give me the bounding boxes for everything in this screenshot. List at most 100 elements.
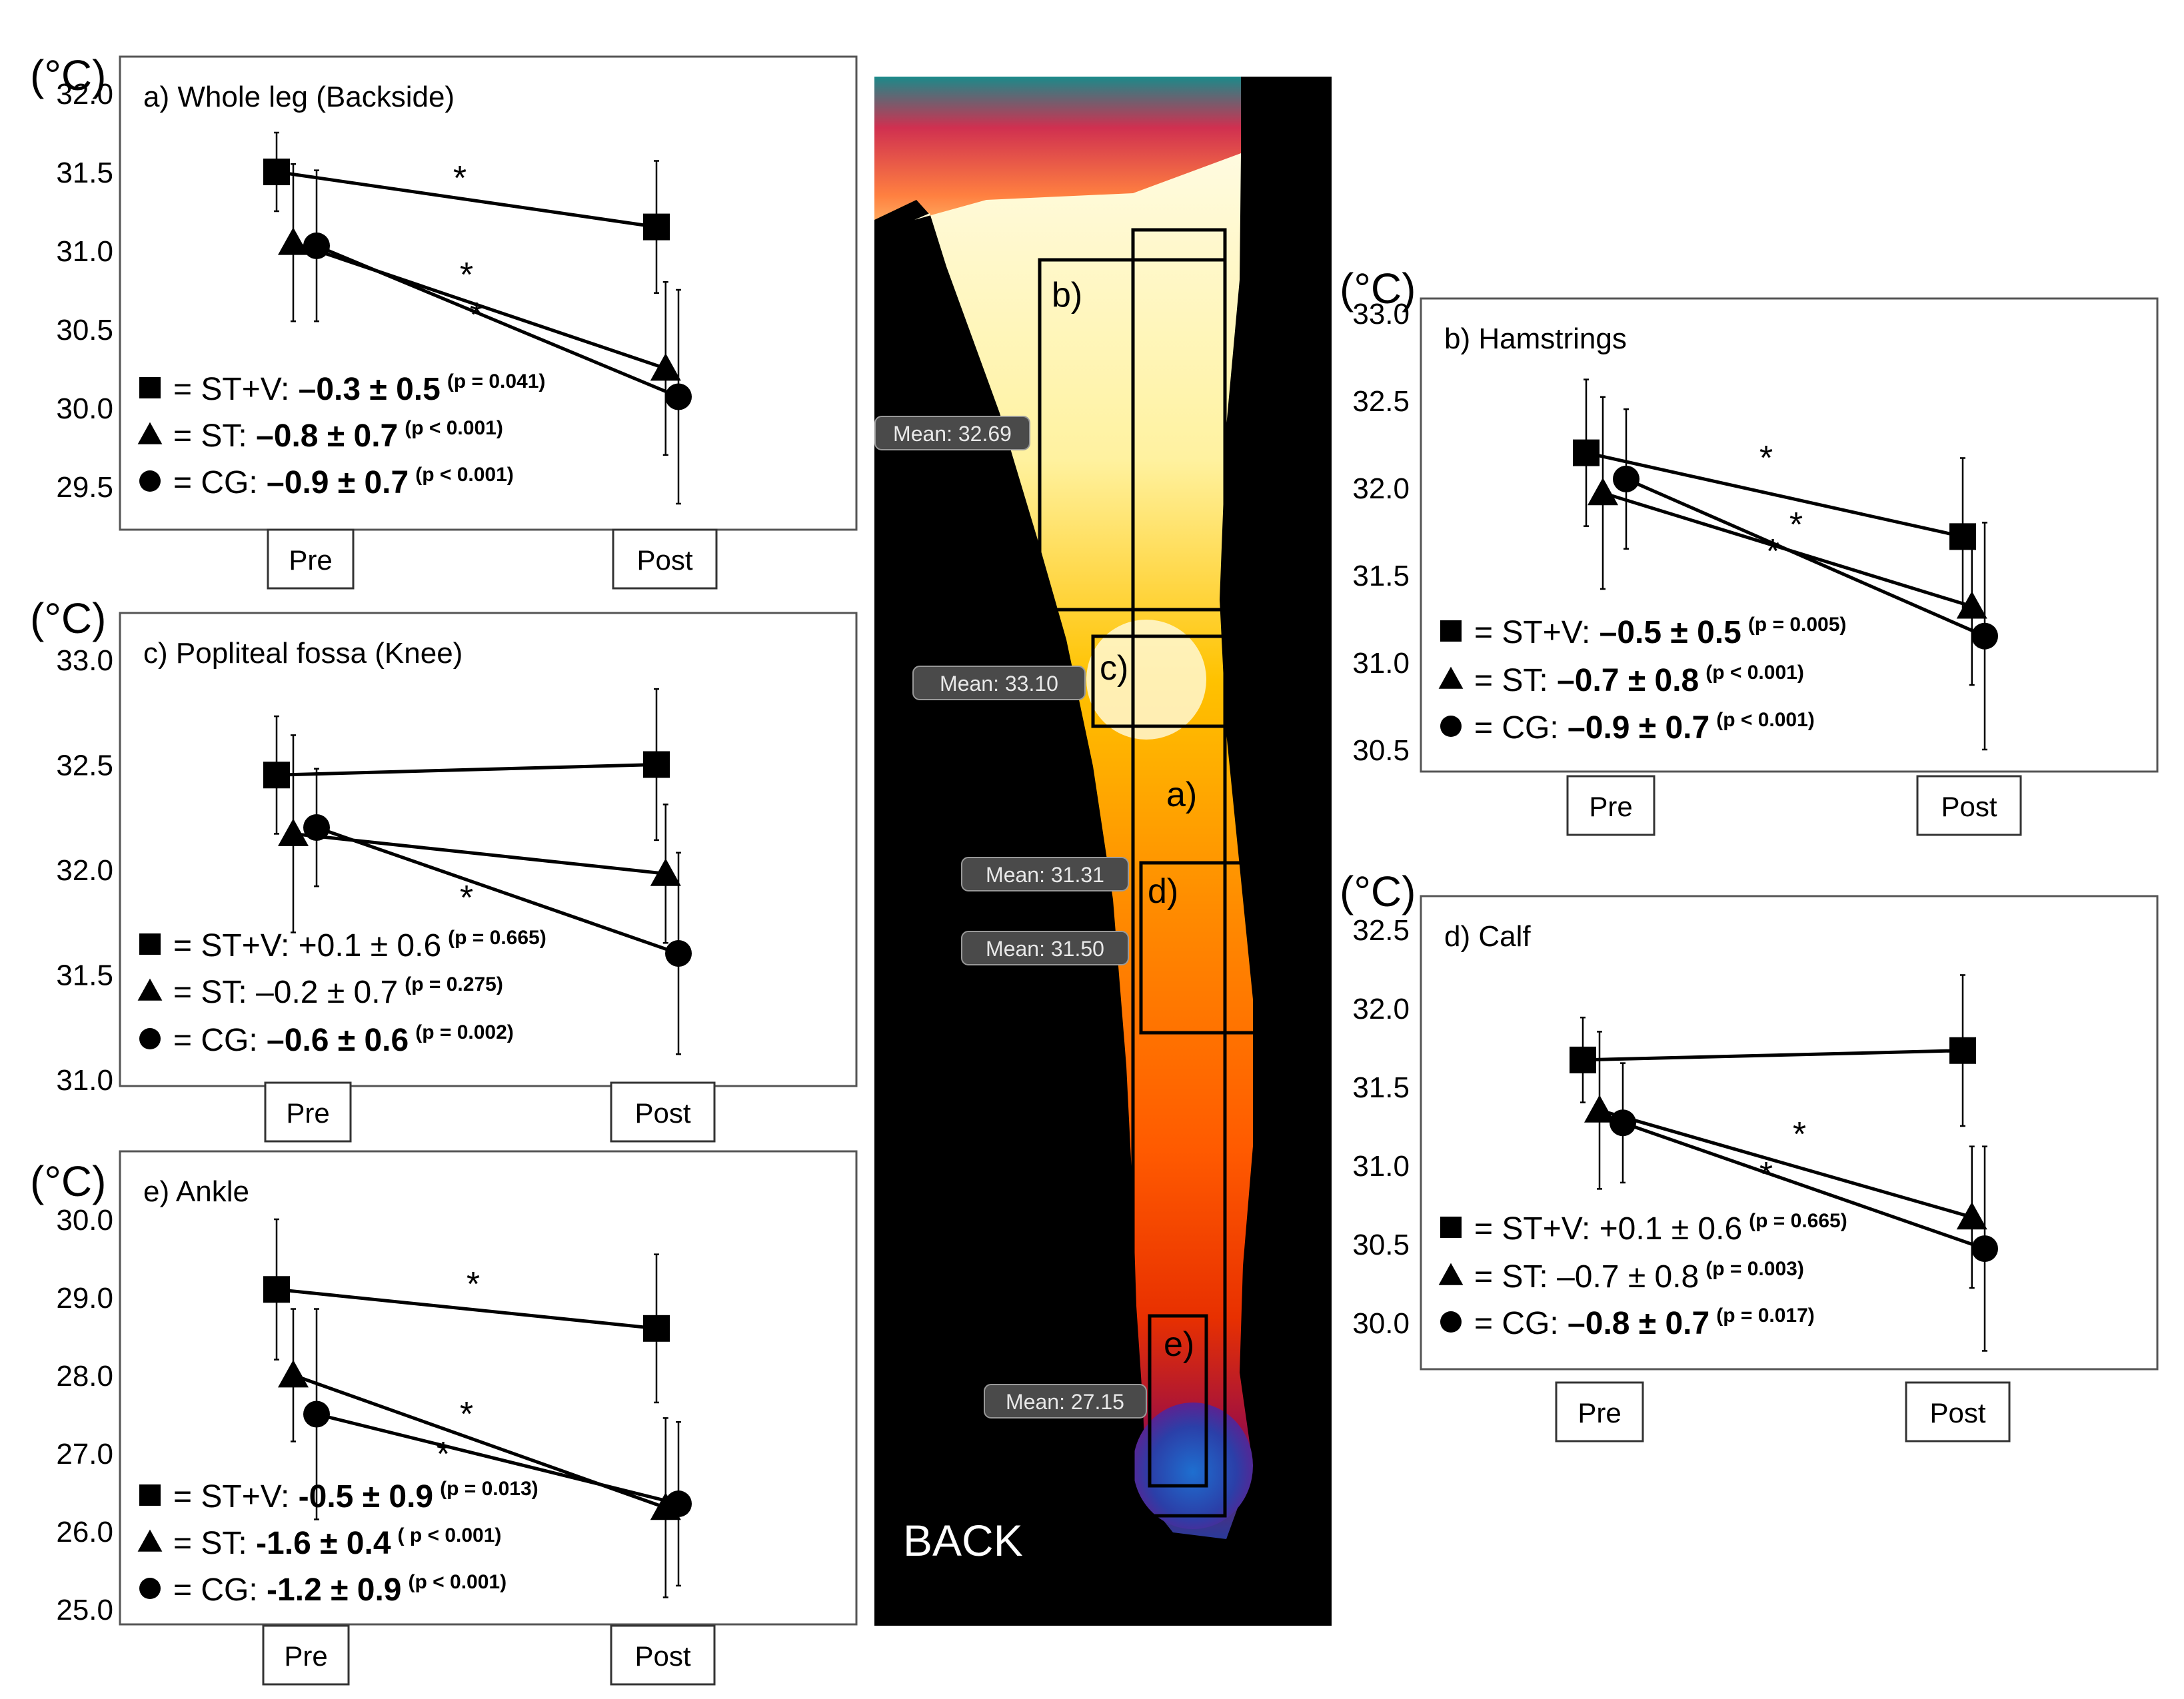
legend-label: = ST+V:: [1474, 1211, 1600, 1247]
category-box-pre: [1566, 775, 1655, 836]
legend-value: –0.9 ± 0.7: [1568, 710, 1709, 746]
legend-entry: = ST+V: –0.3 ± 0.5 (p = 0.041): [173, 370, 545, 407]
series-cg: [303, 768, 692, 1055]
panel-a-whole-leg: (°C) 29.5 30.0 30.5 31.0 31.5 32.0 a) Whole leg…: [30, 51, 858, 590]
roi-c: [1091, 634, 1247, 728]
series-stplusv: [1573, 378, 1976, 616]
legend-marker: [1440, 1311, 1462, 1333]
legend-p-value: (p = 0.013): [440, 1478, 539, 1500]
y-tick-label: 30.5: [1352, 734, 1410, 767]
legend-p-value: (p = 0.005): [1748, 614, 1847, 636]
legend-p-value: (p = 0.041): [447, 370, 546, 392]
significance-asterisk: *: [453, 159, 467, 198]
legend-value: –0.3 ± 0.5: [299, 372, 441, 407]
legend-marker: [1440, 620, 1462, 642]
knee-hotspot: [1086, 620, 1206, 740]
legend-entry: = ST: –0.7 ± 0.8 (p < 0.001): [1474, 662, 1804, 698]
panel-b-hamstrings: (°C) 30.5 31.0 31.5 32.0 32.5 33.0 b) Hamstring…: [1340, 265, 2159, 836]
x-tick-label: Post: [636, 544, 692, 576]
data-point-post: [1956, 591, 1987, 619]
view-label: BACK: [903, 1516, 1023, 1565]
significance-asterisk: *: [1759, 1155, 1773, 1194]
series-cg: [303, 169, 692, 505]
y-tick-label: 32.0: [56, 854, 113, 887]
legend-label: = ST:: [173, 1526, 256, 1561]
y-tick-label: 31.0: [56, 235, 113, 268]
x-tick-label: Pre: [1578, 1397, 1621, 1428]
plot-frame: [119, 55, 858, 531]
legend-entry: = ST+V: +0.1 ± 0.6 (p = 0.665): [173, 927, 546, 963]
data-point-post: [643, 213, 670, 241]
x-tick-label: Pre: [289, 544, 332, 576]
plot-frame: [119, 612, 858, 1087]
series-line: [316, 826, 679, 955]
roi-a: [1131, 228, 1227, 1518]
mean-label-e-text: Mean: 27.15: [1006, 1390, 1124, 1414]
legend-value: –0.6 ± 0.6: [267, 1023, 409, 1058]
legend-value: +0.1 ± 0.6: [1600, 1211, 1743, 1247]
legend-marker: [139, 470, 161, 492]
data-point-pre: [1588, 477, 1618, 506]
x-tick-label: Post: [634, 1640, 690, 1672]
plot-frame: [119, 1150, 858, 1626]
series-stplusv: [263, 1218, 670, 1404]
y-tick-label: 32.0: [1352, 993, 1410, 1025]
significance-asterisk: *: [470, 296, 483, 334]
significance-asterisk: *: [1759, 439, 1773, 478]
series-cg: [1610, 1062, 1998, 1352]
legend-p-value: (p < 0.001): [1705, 662, 1804, 684]
panel-title: e) Ankle: [143, 1175, 249, 1208]
data-point-post: [643, 751, 670, 778]
data-point-pre: [278, 818, 309, 846]
mean-label-d: Mean: 31.50: [961, 931, 1129, 965]
category-box-post: [610, 1624, 716, 1686]
y-axis-label: (°C): [30, 594, 106, 642]
panel-e-ankle: (°C) 25.0 26.0 27.0 28.0 29.0 30.0 e) Ankle * = S…: [30, 1150, 858, 1686]
series-line: [316, 244, 679, 398]
legend-p-value: (p = 0.003): [1705, 1258, 1804, 1280]
roi-label-e: e): [1164, 1325, 1194, 1364]
legend-marker: [1440, 716, 1462, 737]
legend-value: –0.9 ± 0.7: [267, 465, 409, 500]
legend-entry: = ST: –0.2 ± 0.7 (p = 0.275): [173, 973, 503, 1010]
mean-label-d-text: Mean: 31.50: [986, 937, 1104, 961]
mean-label-b: Mean: 32.69: [874, 416, 1030, 450]
y-tick-label: 32.5: [1352, 385, 1410, 418]
roi-label-c: c): [1100, 649, 1128, 688]
category-box-post: [612, 528, 718, 590]
panel-d-calf: (°C) 30.0 30.5 31.0 31.5 32.0 32.5 d) Calf = ST+…: [1340, 867, 2159, 1442]
x-tick-label: Pre: [284, 1640, 327, 1672]
y-tick-label: 30.0: [56, 1204, 113, 1237]
legend-label: = ST:: [1474, 663, 1557, 698]
legend-label: = ST:: [173, 418, 256, 454]
data-point-post: [650, 353, 681, 381]
significance-asterisk: *: [1766, 532, 1779, 571]
y-tick-label: 30.5: [1352, 1229, 1410, 1261]
series-st: [1584, 1031, 1987, 1289]
legend-value: –0.7 ± 0.8: [1557, 1259, 1699, 1295]
data-point-pre: [303, 232, 330, 259]
legend-label: = ST+V:: [173, 1479, 299, 1514]
legend-label: = ST+V:: [173, 372, 299, 407]
significance-asterisk: *: [460, 879, 473, 917]
mean-label-e: Mean: 27.15: [984, 1384, 1147, 1418]
data-point-pre: [278, 227, 309, 255]
mean-label-a: Mean: 31.31: [961, 857, 1129, 891]
mean-label-d-box: [961, 931, 1129, 965]
legend-marker: [137, 1529, 163, 1552]
legend-value: –0.2 ± 0.7: [256, 975, 398, 1010]
legend-p-value: (p < 0.001): [1716, 709, 1815, 731]
y-tick-label: 31.5: [1352, 560, 1410, 592]
roi-label-b: b): [1052, 276, 1082, 314]
y-tick-label: 31.0: [56, 1064, 113, 1097]
y-tick-label: 32.0: [1352, 472, 1410, 505]
panel-title: a) Whole leg (Backside): [143, 81, 455, 113]
data-point-post: [1949, 1037, 1976, 1064]
legend-label: = CG:: [173, 1572, 267, 1608]
y-axis-label: (°C): [30, 51, 106, 99]
data-point-pre: [263, 762, 290, 789]
legend-marker: [139, 1578, 161, 1599]
data-point-pre: [1570, 1046, 1596, 1073]
y-tick-label: 27.0: [56, 1438, 113, 1470]
x-tick-label: Post: [1941, 791, 1997, 822]
